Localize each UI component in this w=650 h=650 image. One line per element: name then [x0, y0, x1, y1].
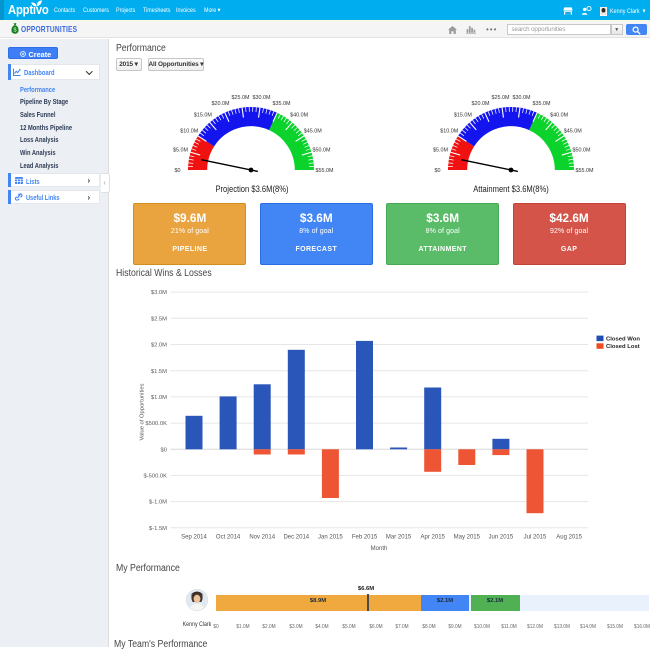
svg-text:$15.0M: $15.0M [454, 113, 472, 119]
svg-text:$55.0M: $55.0M [575, 168, 593, 174]
svg-text:Jun 2015: Jun 2015 [489, 535, 514, 541]
svg-text:$-1.0M: $-1.0M [149, 500, 167, 506]
svg-text:$25.0M: $25.0M [232, 95, 250, 101]
svg-text:$-1.5M: $-1.5M [149, 526, 167, 532]
svg-text:$20.0M: $20.0M [471, 101, 489, 107]
svg-text:$30.0M: $30.0M [253, 95, 271, 101]
svg-text:$1.0M: $1.0M [151, 395, 167, 401]
svg-text:Sep 2014: Sep 2014 [181, 535, 207, 541]
svg-text:$2.5M: $2.5M [151, 316, 167, 322]
svg-text:$30.0M: $30.0M [512, 95, 530, 101]
svg-text:Mar 2015: Mar 2015 [386, 535, 412, 541]
svg-text:Feb 2015: Feb 2015 [352, 535, 378, 541]
svg-text:$35.0M: $35.0M [532, 101, 550, 107]
svg-text:Apr 2015: Apr 2015 [421, 535, 446, 541]
svg-text:Jul 2015: Jul 2015 [524, 535, 547, 541]
svg-text:May 2015: May 2015 [454, 535, 481, 541]
svg-text:Closed Lost: Closed Lost [606, 344, 640, 350]
svg-text:Month: Month [371, 546, 388, 552]
svg-text:$35.0M: $35.0M [273, 101, 291, 107]
svg-text:$0: $0 [434, 168, 440, 174]
svg-text:Value of Opportunities: Value of Opportunities [140, 383, 146, 440]
svg-text:Nov 2014: Nov 2014 [249, 535, 275, 541]
svg-text:$45.0M: $45.0M [563, 129, 581, 135]
svg-text:$40.0M: $40.0M [290, 113, 308, 119]
svg-text:$25.0M: $25.0M [491, 95, 509, 101]
svg-text:$10.0M: $10.0M [440, 129, 458, 135]
svg-text:Dec 2014: Dec 2014 [283, 535, 309, 541]
svg-text:$3.0M: $3.0M [151, 290, 167, 296]
svg-text:$5.0M: $5.0M [173, 148, 188, 154]
svg-text:$5.0M: $5.0M [433, 148, 448, 154]
svg-text:$55.0M: $55.0M [316, 168, 334, 174]
svg-text:$-500.0K: $-500.0K [143, 474, 167, 480]
svg-text:$0: $0 [175, 168, 181, 174]
svg-text:$2.0M: $2.0M [151, 343, 167, 349]
svg-text:Oct 2014: Oct 2014 [216, 535, 241, 541]
svg-text:$500.0K: $500.0K [145, 421, 167, 427]
svg-text:$40.0M: $40.0M [550, 113, 568, 119]
svg-text:$15.0M: $15.0M [194, 113, 212, 119]
svg-text:$50.0M: $50.0M [572, 148, 590, 154]
svg-text:Aug 2015: Aug 2015 [556, 535, 582, 541]
svg-text:$20.0M: $20.0M [212, 101, 230, 107]
svg-text:$10.0M: $10.0M [181, 129, 199, 135]
svg-text:$45.0M: $45.0M [304, 129, 322, 135]
svg-text:$: $ [13, 28, 16, 34]
svg-text:$0: $0 [161, 447, 167, 453]
svg-text:Jan 2015: Jan 2015 [318, 535, 343, 541]
svg-text:$50.0M: $50.0M [313, 148, 331, 154]
svg-text:Closed Won: Closed Won [606, 337, 640, 343]
svg-text:$1.5M: $1.5M [151, 369, 167, 375]
